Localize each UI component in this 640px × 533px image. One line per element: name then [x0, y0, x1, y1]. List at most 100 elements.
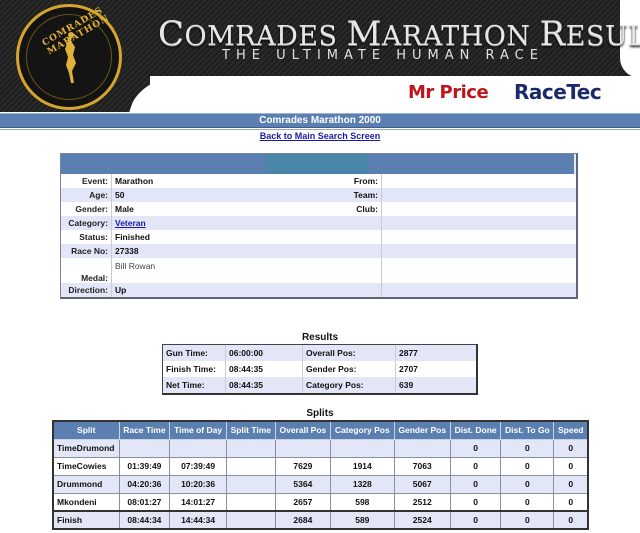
field-value-cell: Male Club:: [111, 202, 381, 216]
field-label: Club:: [356, 204, 378, 214]
title-initial: M: [346, 14, 382, 54]
column-header: Dist. To Go: [500, 420, 555, 440]
field-value: [381, 188, 576, 202]
field-value: Finished: [111, 230, 381, 244]
field-label: Team:: [353, 190, 378, 200]
field-label: Category:: [68, 218, 108, 228]
split-cell: 08:01:27: [118, 492, 171, 512]
split-cell: TimeDrumond: [52, 438, 120, 458]
split-cell: 0: [500, 510, 555, 530]
column-header: Time of Day: [169, 420, 227, 440]
site-subtitle: THE ULTIMATE HUMAN RACE: [222, 48, 544, 63]
logo-ring: COMRADES MARATHON: [26, 6, 112, 100]
result-value: 2877: [399, 348, 418, 358]
result-label: Net Time:: [163, 377, 226, 393]
result-value: 08:44:35: [226, 377, 303, 393]
column-header: Dist. Done: [449, 420, 502, 440]
event-title-bar: Comrades Marathon 2000: [0, 113, 640, 128]
column-header: Race Time: [118, 420, 171, 440]
field-value: Marathon: [115, 176, 154, 186]
split-cell: 2524: [393, 510, 451, 530]
athlete-row-race-no: Race No: 27338: [61, 244, 576, 258]
column-header: Split: [52, 420, 120, 440]
field-value: [381, 230, 576, 244]
title-word: ARATHON: [381, 21, 540, 52]
field-value: [381, 244, 576, 258]
splits-header-row: Split Race Time Time of Day Split Time O…: [52, 420, 589, 440]
category-link[interactable]: Veteran: [115, 218, 146, 228]
split-cell: 5067: [393, 474, 451, 494]
split-cell: 14:01:27: [169, 492, 227, 512]
result-label: Overall Pos:: [303, 345, 396, 361]
field-value-cell: Marathon From:: [111, 174, 381, 188]
column-header: Speed: [553, 420, 589, 440]
result-value: 06:00:00: [226, 345, 303, 361]
results-row: Finish Time: 08:44:35 Gender Pos: 2707: [163, 361, 476, 377]
field-value: 50: [115, 190, 125, 200]
field-label: Status:: [79, 232, 108, 242]
field-value: 27338: [111, 244, 381, 258]
field-label: From:: [353, 176, 378, 186]
split-cell: 0: [553, 474, 589, 494]
split-cell: 0: [553, 510, 589, 530]
divider: [0, 129, 640, 130]
athlete-row-age: Age: 50 Team:: [61, 188, 576, 202]
result-value: 08:44:35: [226, 361, 303, 377]
split-cell: 589: [330, 510, 395, 530]
split-cell: 7063: [393, 456, 451, 476]
split-cell: 10:20:36: [169, 474, 227, 494]
field-value: [381, 258, 576, 283]
site-title: COMRADES MARATHON RESULTS: [158, 14, 640, 54]
split-cell: 0: [500, 492, 555, 512]
split-cell: 0: [553, 492, 589, 512]
split-cell: 0: [553, 456, 589, 476]
results-row: Net Time: 08:44:35 Category Pos: 639: [163, 377, 476, 393]
split-cell: [225, 456, 276, 476]
split-cell: 0: [449, 510, 502, 530]
field-label: Age:: [89, 190, 108, 200]
split-cell: 2657: [274, 492, 332, 512]
split-cell: [169, 438, 227, 458]
split-cell: 0: [449, 456, 502, 476]
back-to-main-search-link[interactable]: Back to Main Search Screen: [259, 131, 381, 141]
athlete-row-medal: Medal: Bill Rowan: [61, 258, 576, 283]
field-value: Bill Rowan: [111, 258, 381, 283]
split-cell: 0: [500, 474, 555, 494]
result-label: Gender Pos:: [303, 361, 396, 377]
field-value: Male: [115, 204, 134, 214]
field-value: [381, 216, 576, 230]
split-cell: 7629: [274, 456, 332, 476]
header-segment: [368, 154, 576, 174]
field-label: Direction:: [68, 285, 108, 295]
field-value: Up: [111, 283, 381, 297]
split-cell: 598: [330, 492, 395, 512]
results-table: Gun Time: 06:00:00 Overall Pos: 2877 Fin…: [162, 344, 478, 395]
athlete-row-category: Category: Veteran: [61, 216, 576, 230]
split-cell: Drummond: [52, 474, 120, 494]
split-cell: 0: [449, 438, 502, 458]
back-link-container: Back to Main Search Screen: [0, 131, 640, 141]
title-initial: C: [158, 14, 185, 54]
comrades-logo: COMRADES MARATHON: [16, 4, 122, 110]
split-row: Mkondeni 08:01:27 14:01:27 2657 598 2512…: [52, 492, 589, 512]
result-label: Category Pos:: [303, 377, 396, 393]
splits-title: Splits: [306, 408, 334, 419]
result-value: 639: [399, 380, 414, 390]
split-cell: [225, 492, 276, 512]
sponsor-racetec-logo: RaceTec: [514, 80, 602, 104]
field-label: Medal:: [81, 273, 108, 283]
split-cell: [274, 438, 332, 458]
split-cell: 5364: [274, 474, 332, 494]
field-label: Race No:: [71, 246, 108, 256]
result-label: Gun Time:: [163, 345, 226, 361]
split-row: Drummond 04:20:36 10:20:36 5364 1328 506…: [52, 474, 589, 494]
column-header: Split Time: [225, 420, 276, 440]
split-cell: Mkondeni: [52, 492, 120, 512]
split-cell: [225, 438, 276, 458]
athlete-row-event: Event: Marathon From:: [61, 174, 576, 188]
split-cell: 2512: [393, 492, 451, 512]
athlete-row-status: Status: Finished: [61, 230, 576, 244]
split-cell: TimeCowies: [52, 456, 120, 476]
split-cell: Finish: [52, 510, 120, 530]
split-cell: 0: [500, 438, 555, 458]
